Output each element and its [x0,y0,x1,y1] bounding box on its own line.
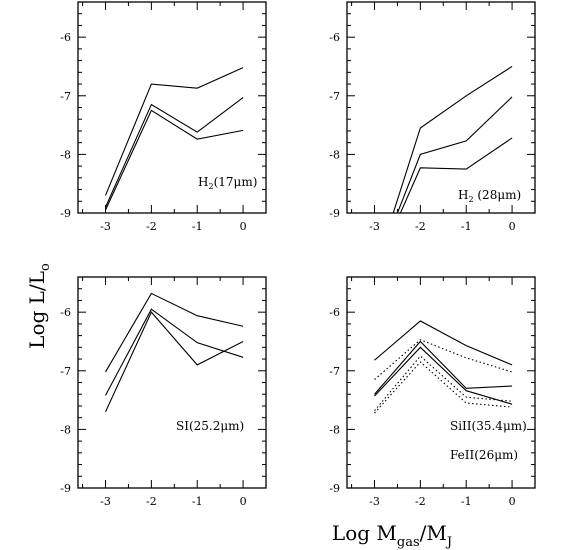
y-axis-label: Log L/Lo [25,263,53,349]
y-tick-label: -6 [60,306,71,319]
x-tick-label: -2 [415,495,426,508]
series-line-1 [105,67,244,196]
y-tick-labels: -9 -8 -7 -6 [60,306,71,495]
series-line-1 [374,320,513,366]
panel-label: SiII(35.4μm) [450,419,527,433]
series-lines [392,66,513,213]
series-line-3 [399,137,513,213]
x-tick-labels: -3 -2 -1 0 [369,495,515,508]
x-axis-label: Log Mgas/MJ [332,521,452,550]
y-tick-label: -7 [60,90,71,103]
x-tick-labels: -3 -2 -1 0 [100,220,246,233]
series-line-1 [392,66,513,213]
panel-ticks [347,276,536,489]
x-tick-labels: -3 -2 -1 0 [100,495,246,508]
x-tick-label: -3 [369,495,380,508]
x-tick-label: -1 [192,495,203,508]
panel-frame [77,276,267,489]
y-tick-label: -9 [329,482,340,495]
y-tick-label: -6 [329,306,340,319]
panel-h2-17: -3 -2 -1 0 -9 -8 -7 -6 H2(17μm) [60,1,267,233]
series-lines [105,292,244,413]
x-tick-label: -2 [146,495,157,508]
y-tick-labels: -9 -8 -7 -6 [329,31,340,220]
x-tick-label: 0 [240,495,247,508]
panel-ticks [78,1,267,214]
panel-label-secondary: FeII(26μm) [450,448,518,462]
series-line-1 [105,292,244,373]
panel-label: SI(25.2μm) [176,419,244,433]
series-line-2 [105,97,244,208]
y-tick-label: -6 [60,31,71,44]
y-tick-label: -8 [329,148,340,161]
panel-ticks [78,276,267,489]
x-tick-label: -3 [369,220,380,233]
x-tick-label: -2 [146,220,157,233]
series-line-2 [374,340,513,395]
y-tick-label: -8 [60,148,71,161]
x-tick-label: 0 [509,220,516,233]
x-tick-label: -3 [100,220,111,233]
y-tick-label: -9 [60,482,71,495]
panel-label: H2 (28μm) [458,188,521,204]
y-tick-label: -7 [60,365,71,378]
y-tick-label: -8 [329,423,340,436]
x-tick-label: 0 [509,495,516,508]
y-tick-label: -7 [329,90,340,103]
panel-h2-28: -3 -2 -1 0 -9 -8 -7 -6 H2 (28μm) [329,1,536,233]
panel-frame [346,1,536,214]
series-lines [374,320,513,414]
x-tick-label: -1 [461,220,472,233]
series-line-3 [105,311,244,413]
x-tick-label: -1 [461,495,472,508]
panel-ticks [347,1,536,214]
y-tick-label: -8 [60,423,71,436]
y-tick-label: -6 [329,31,340,44]
x-tick-label: -1 [192,220,203,233]
series-line-3 [374,346,513,405]
series-line-4 [374,339,513,380]
y-tick-label: -9 [329,207,340,220]
y-tick-labels: -9 -8 -7 -6 [60,31,71,220]
series-lines [105,67,244,211]
series-line-6 [374,361,513,414]
y-tick-labels: -9 -8 -7 -6 [329,306,340,495]
panel-si-25: -3 -2 -1 0 -9 -8 -7 -6 SI(25.2μm) [60,276,267,508]
series-line-2 [105,308,244,396]
y-tick-label: -9 [60,207,71,220]
y-tick-label: -7 [329,365,340,378]
x-tick-labels: -3 -2 -1 0 [369,220,515,233]
panel-label: H2(17μm) [198,175,257,191]
x-tick-label: -2 [415,220,426,233]
series-line-3 [105,109,244,211]
series-line-2 [396,96,513,213]
x-tick-label: 0 [240,220,247,233]
x-tick-label: -3 [100,495,111,508]
panel-sill-feii: -3 -2 -1 0 -9 -8 -7 -6 SiII(35.4μm) FeII… [329,276,536,508]
